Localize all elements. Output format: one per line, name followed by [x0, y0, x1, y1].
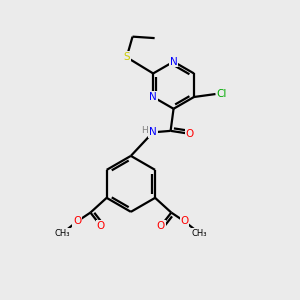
- Text: CH₃: CH₃: [191, 229, 207, 238]
- Text: O: O: [97, 221, 105, 231]
- Text: H: H: [141, 126, 148, 135]
- Text: O: O: [157, 221, 165, 231]
- Text: O: O: [186, 129, 194, 139]
- Text: O: O: [180, 216, 189, 226]
- Text: O: O: [73, 216, 81, 226]
- Text: S: S: [123, 52, 130, 62]
- Text: N: N: [149, 92, 157, 102]
- Text: N: N: [170, 57, 177, 67]
- Text: N: N: [149, 127, 157, 137]
- Text: CH₃: CH₃: [55, 229, 70, 238]
- Text: Cl: Cl: [217, 89, 227, 99]
